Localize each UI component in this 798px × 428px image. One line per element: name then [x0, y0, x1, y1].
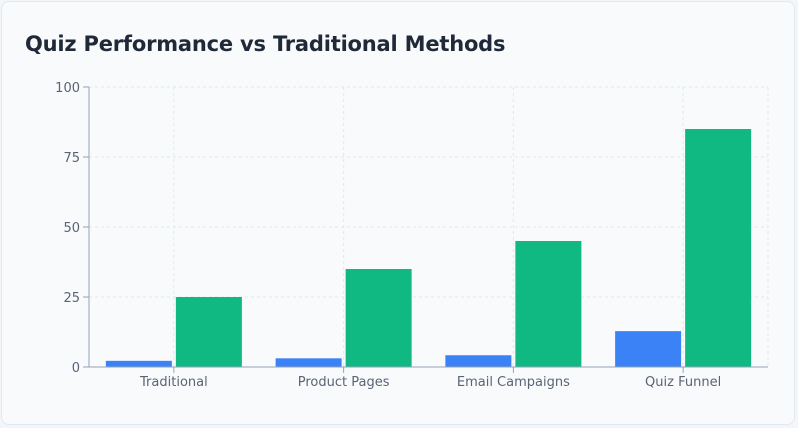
- bar-series-1: [615, 331, 682, 367]
- y-tick-label: 50: [63, 221, 80, 236]
- bars-layer: [105, 129, 752, 367]
- y-tick-label: 0: [72, 361, 80, 376]
- x-tick-label: Traditional: [139, 375, 208, 390]
- bar-series-1: [275, 358, 342, 367]
- grid-layer: [89, 86, 769, 367]
- chart-title: Quiz Performance vs Traditional Methods: [25, 32, 506, 56]
- bar-series-2: [685, 129, 752, 367]
- bar-series-2: [345, 269, 412, 367]
- y-tick-label: 25: [63, 291, 80, 306]
- bar-series-1: [445, 355, 512, 367]
- y-tick-label: 75: [63, 151, 80, 166]
- bar-series-2: [175, 297, 242, 367]
- x-tick-label: Quiz Funnel: [645, 375, 721, 390]
- axis-layer: [83, 86, 768, 373]
- bar-series-2: [515, 241, 582, 367]
- x-tick-label: Email Campaigns: [457, 375, 570, 390]
- labels-layer: 0 25 50 75 100 Traditional Product Pages Email …: [55, 81, 721, 390]
- x-tick-label: Product Pages: [298, 375, 390, 390]
- y-tick-label: 100: [55, 81, 80, 96]
- bar-series-1: [105, 360, 172, 367]
